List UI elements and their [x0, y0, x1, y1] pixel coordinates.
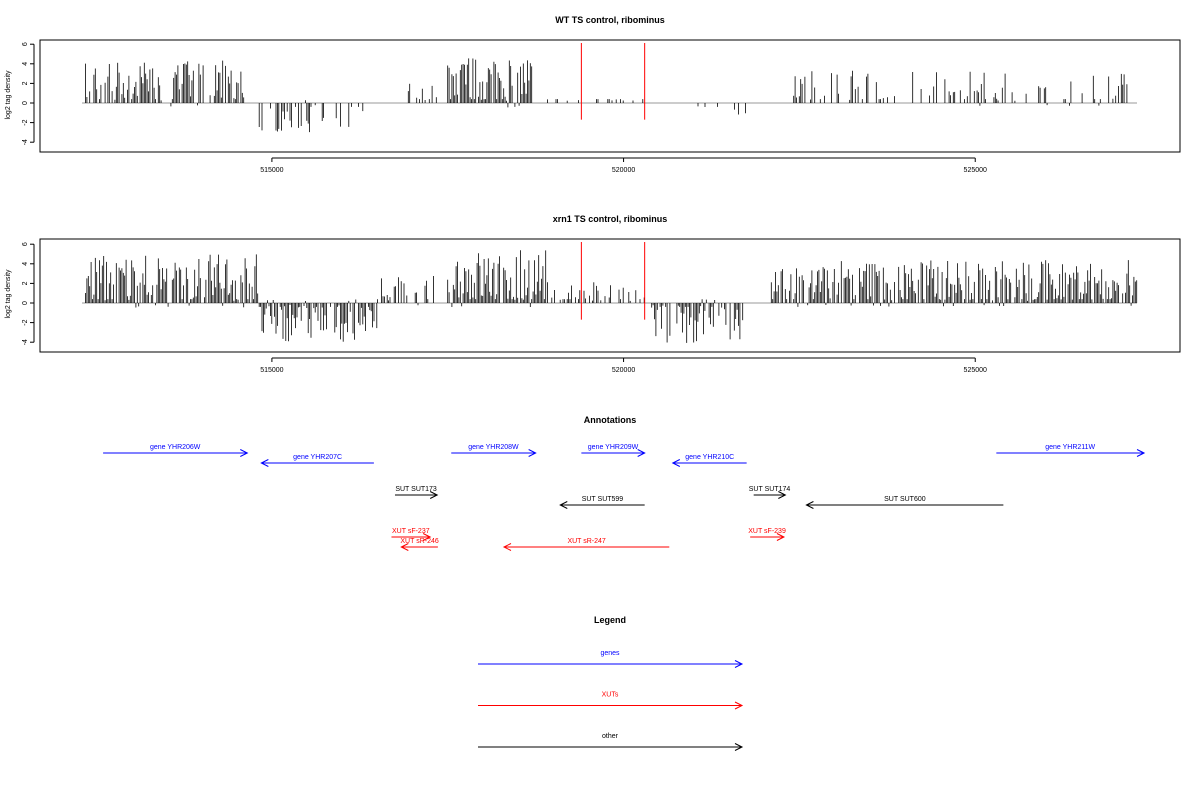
feature-xut: XUT sR-247 [502, 538, 670, 551]
y-tick-label: -4 [22, 139, 29, 145]
strand-arrow-icon [637, 449, 646, 457]
y-tick-label: 4 [22, 262, 29, 266]
strand-arrow-icon [422, 533, 432, 541]
legend-arrow-icon [734, 743, 744, 751]
x-tick-label: 525000 [964, 367, 987, 374]
feature-gene: gene YHR211W [996, 444, 1146, 457]
feature-label: XUT sR-246 [400, 538, 438, 545]
legend-arrow-icon [734, 660, 744, 668]
y-tick-label: 2 [22, 81, 29, 85]
coverage-bars [82, 43, 1137, 133]
legend-entry: XUTs [478, 692, 744, 710]
y-axis-label: log2 tag density [5, 70, 12, 120]
wt-coverage-panel: WT TS control, ribominus log2 tag densit… [5, 15, 1181, 174]
feature-label: XUT sF-239 [748, 528, 786, 535]
legend-title: Legend [594, 615, 626, 625]
feature-gene: gene YHR206W [103, 444, 249, 457]
feature-gene: gene YHR209W [581, 444, 646, 457]
strand-arrow-icon [1136, 449, 1146, 457]
legend-entry: genes [478, 650, 744, 668]
x-tick-label: 520000 [612, 367, 635, 374]
y-tick-label: -2 [22, 119, 29, 125]
feature-label: gene YHR211W [1045, 444, 1095, 451]
feature-other: SUT SUT599 [559, 496, 645, 509]
feature-label: SUT SUT600 [884, 496, 926, 503]
axes: -4 -2 0 2 4 6 515000 520000 525000 [22, 242, 987, 374]
feature-label: XUT sF-237 [392, 528, 430, 535]
x-tick-label: 515000 [260, 367, 283, 374]
feature-xut: XUT sR-246 [400, 538, 439, 551]
strand-arrow-icon [240, 449, 249, 457]
y-tick-label: -4 [22, 339, 29, 345]
feature-label: gene YHR206W [150, 444, 201, 451]
feature-label: gene YHR210C [685, 454, 734, 461]
axes: -4 -2 0 2 4 6 515000 520000 525000 [22, 42, 987, 174]
panel-title: xrn1 TS control, ribominus [553, 214, 668, 224]
feature-label: SUT SUT173 [395, 486, 437, 493]
legend-label: genes [600, 650, 620, 657]
feature-xut: XUT sF-239 [748, 528, 786, 541]
x-tick-label: 515000 [260, 167, 283, 174]
y-tick-label: 4 [22, 62, 29, 66]
strand-arrow-icon [528, 449, 537, 457]
x-tick-label: 520000 [612, 167, 635, 174]
y-tick-label: 6 [22, 42, 29, 46]
legend-arrow-icon [734, 701, 744, 710]
plot-frame [39, 39, 1181, 153]
strand-arrow-icon [805, 501, 814, 509]
strand-arrow-icon [778, 491, 787, 499]
feature-label: XUT sR-247 [567, 538, 605, 545]
strand-arrow-icon [400, 543, 409, 551]
strand-arrow-icon [260, 459, 269, 467]
annotations-title: Annotations [584, 415, 637, 425]
feature-label: SUT SUT599 [582, 496, 624, 503]
strand-arrow-icon [776, 533, 786, 541]
coverage-bars [82, 242, 1138, 343]
feature-list: gene YHR206W gene YHR207C gene YHR208W gene… [103, 444, 1146, 551]
y-tick-label: -2 [22, 319, 29, 325]
feature-gene: gene YHR210C [671, 454, 747, 467]
legend-entry: other [478, 733, 744, 751]
y-tick-label: 6 [22, 242, 29, 246]
strand-arrow-icon [429, 491, 439, 499]
y-axis-label: log2 tag density [5, 269, 12, 319]
feature-other: SUT SUT600 [805, 496, 1004, 509]
xrn1-coverage-panel: xrn1 TS control, ribominus log2 tag dens… [5, 214, 1181, 374]
feature-xut: XUT sF-237 [391, 528, 432, 541]
legend-entries: genes XUTs other [478, 650, 744, 751]
plot-frame [39, 238, 1181, 353]
feature-label: SUT SUT174 [749, 486, 791, 493]
panel-title: WT TS control, ribominus [555, 15, 665, 25]
legend-label: other [602, 733, 619, 740]
feature-gene: gene YHR208W [451, 444, 537, 457]
legend-label: XUTs [602, 692, 619, 699]
feature-label: gene YHR207C [293, 454, 342, 461]
y-tick-label: 0 [22, 101, 29, 105]
feature-gene: gene YHR207C [260, 454, 374, 467]
feature-other: SUT SUT173 [394, 486, 439, 499]
legend: Legend genes XUTs other [478, 615, 744, 751]
feature-label: gene YHR209W [588, 444, 639, 451]
x-tick-label: 525000 [964, 167, 987, 174]
feature-label: gene YHR208W [468, 444, 519, 451]
strand-arrow-icon [671, 459, 681, 467]
y-tick-label: 2 [22, 281, 29, 285]
feature-other: SUT SUT174 [749, 486, 791, 499]
strand-arrow-icon [502, 543, 512, 551]
strand-arrow-icon [559, 501, 568, 509]
y-tick-label: 0 [22, 301, 29, 305]
